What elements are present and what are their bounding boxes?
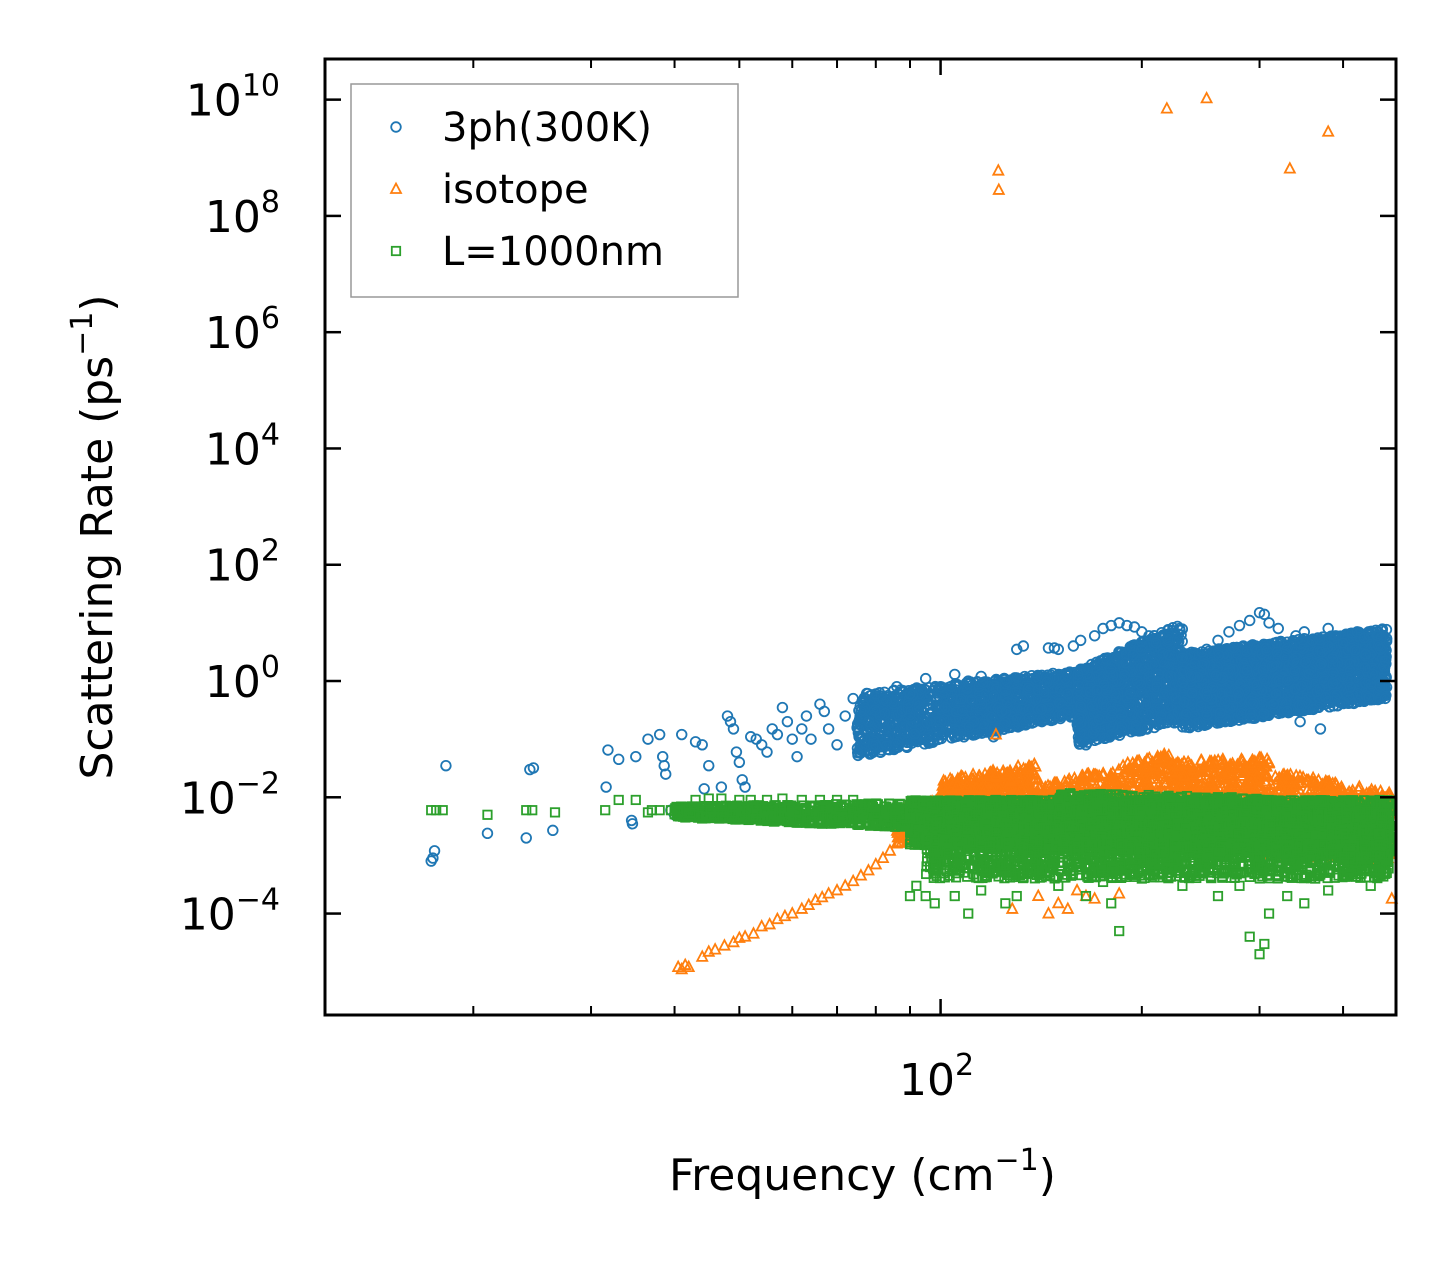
series-0	[425, 606, 1393, 867]
plot-area	[425, 90, 1399, 975]
